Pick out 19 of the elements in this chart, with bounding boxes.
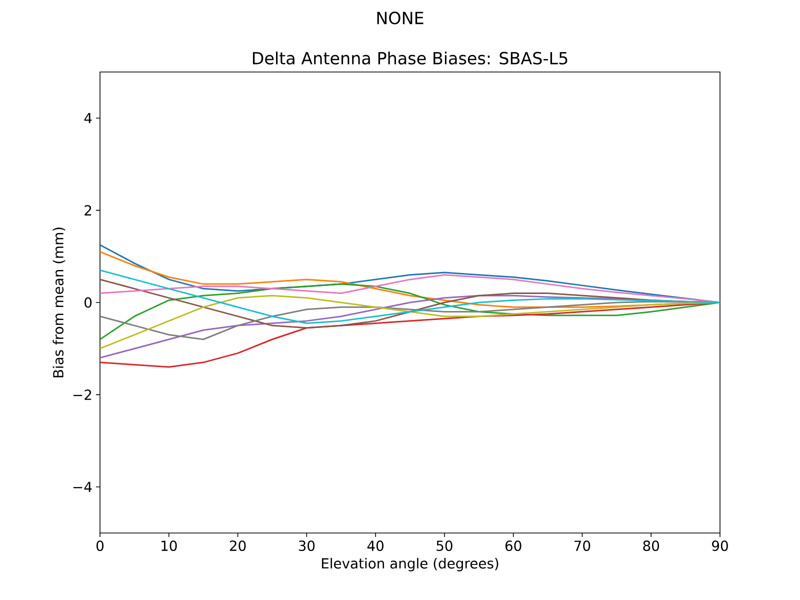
- x-tick-label: 60: [505, 540, 522, 552]
- y-tick-label: 4: [84, 113, 92, 124]
- y-tick-label: −2: [73, 390, 92, 400]
- y-tick-label: 0: [84, 297, 92, 308]
- x-tick-label: 30: [298, 540, 315, 552]
- y-tick-label: 2: [84, 205, 92, 216]
- x-tick-label: 40: [367, 540, 384, 552]
- x-tick-label: 80: [643, 540, 660, 552]
- x-tick-label: 70: [574, 540, 590, 552]
- x-tick-label: 10: [162, 540, 177, 552]
- x-tick-label: 20: [230, 540, 246, 552]
- y-axis-title: Bias from mean (mm): [52, 228, 66, 378]
- chart-subtitle: Delta Antenna Phase Biases: SBAS-L5: [252, 52, 568, 64]
- chart-title: NONE: [377, 12, 424, 24]
- x-axis-title: Elevation angle (degrees): [322, 558, 498, 572]
- x-tick-label: 50: [436, 540, 452, 552]
- y-tick-label: −4: [73, 482, 92, 492]
- x-tick-label: 90: [712, 540, 728, 552]
- x-tick-label: 0: [96, 540, 104, 552]
